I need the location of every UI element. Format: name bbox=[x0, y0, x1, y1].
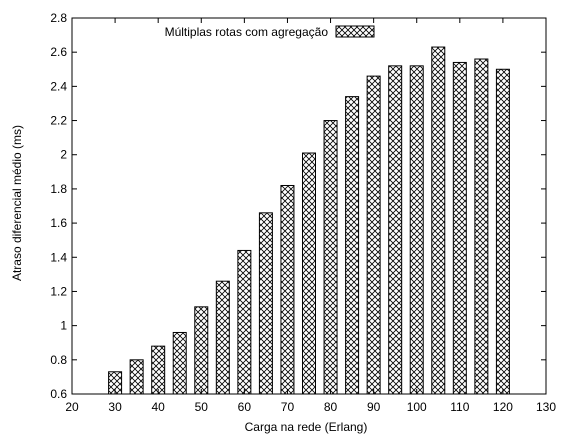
bar bbox=[495, 68, 510, 395]
bar bbox=[409, 65, 424, 395]
x-tick-label: 40 bbox=[152, 400, 166, 414]
x-tick-label: 120 bbox=[493, 400, 513, 414]
bar bbox=[280, 184, 295, 395]
bar bbox=[194, 306, 209, 395]
bar bbox=[345, 96, 360, 395]
bar bbox=[258, 212, 273, 395]
x-tick-label: 50 bbox=[195, 400, 209, 414]
bar bbox=[237, 249, 252, 395]
y-tick-label: 1 bbox=[60, 319, 67, 333]
y-tick-label: 1.8 bbox=[50, 182, 67, 196]
bars bbox=[108, 46, 510, 395]
tick-labels: 20 30 40 50 60 70 80 90 100 110 120 130 0.6 0.8 1 1.2 1.… bbox=[50, 11, 556, 414]
x-tick-label: 70 bbox=[281, 400, 295, 414]
bar bbox=[129, 359, 144, 395]
bar bbox=[215, 280, 230, 395]
bar bbox=[388, 65, 403, 395]
legend-label: Múltiplas rotas com agregação bbox=[165, 25, 329, 39]
y-tick-label: 1.4 bbox=[50, 250, 67, 264]
axes bbox=[71, 17, 547, 395]
bar bbox=[366, 75, 381, 395]
x-tick-label: 90 bbox=[367, 400, 381, 414]
bar bbox=[474, 58, 489, 395]
bar bbox=[431, 46, 446, 395]
x-tick-label: 100 bbox=[407, 400, 427, 414]
y-tick-label: 2.6 bbox=[50, 45, 67, 59]
plot-frame bbox=[71, 17, 547, 395]
x-tick-label: 30 bbox=[108, 400, 122, 414]
x-tick-label: 20 bbox=[65, 400, 79, 414]
bar bbox=[323, 120, 338, 395]
y-tick-label: 0.8 bbox=[50, 353, 67, 367]
y-tick-label: 2 bbox=[60, 148, 67, 162]
legend: Múltiplas rotas com agregação bbox=[165, 25, 375, 39]
bar bbox=[302, 152, 316, 395]
bar bbox=[172, 331, 187, 395]
x-axis-title: Carga na rede (Erlang) bbox=[245, 420, 368, 434]
x-tick-label: 110 bbox=[450, 400, 469, 414]
y-tick-label: 0.6 bbox=[50, 387, 67, 401]
bar bbox=[452, 61, 467, 395]
y-tick-label: 1.6 bbox=[50, 216, 67, 230]
bar bbox=[151, 345, 166, 395]
y-tick-label: 2.2 bbox=[50, 114, 67, 128]
y-tick-label: 2.4 bbox=[50, 79, 67, 93]
x-tick-label: 130 bbox=[536, 400, 556, 414]
x-tick-label: 60 bbox=[238, 400, 252, 414]
y-tick-label: 2.8 bbox=[50, 11, 67, 25]
x-tick-label: 80 bbox=[324, 400, 338, 414]
y-axis-title: Atraso diferencial médio (ms) bbox=[10, 125, 24, 281]
legend-swatch bbox=[335, 25, 375, 38]
y-tick-label: 1.2 bbox=[50, 284, 67, 298]
